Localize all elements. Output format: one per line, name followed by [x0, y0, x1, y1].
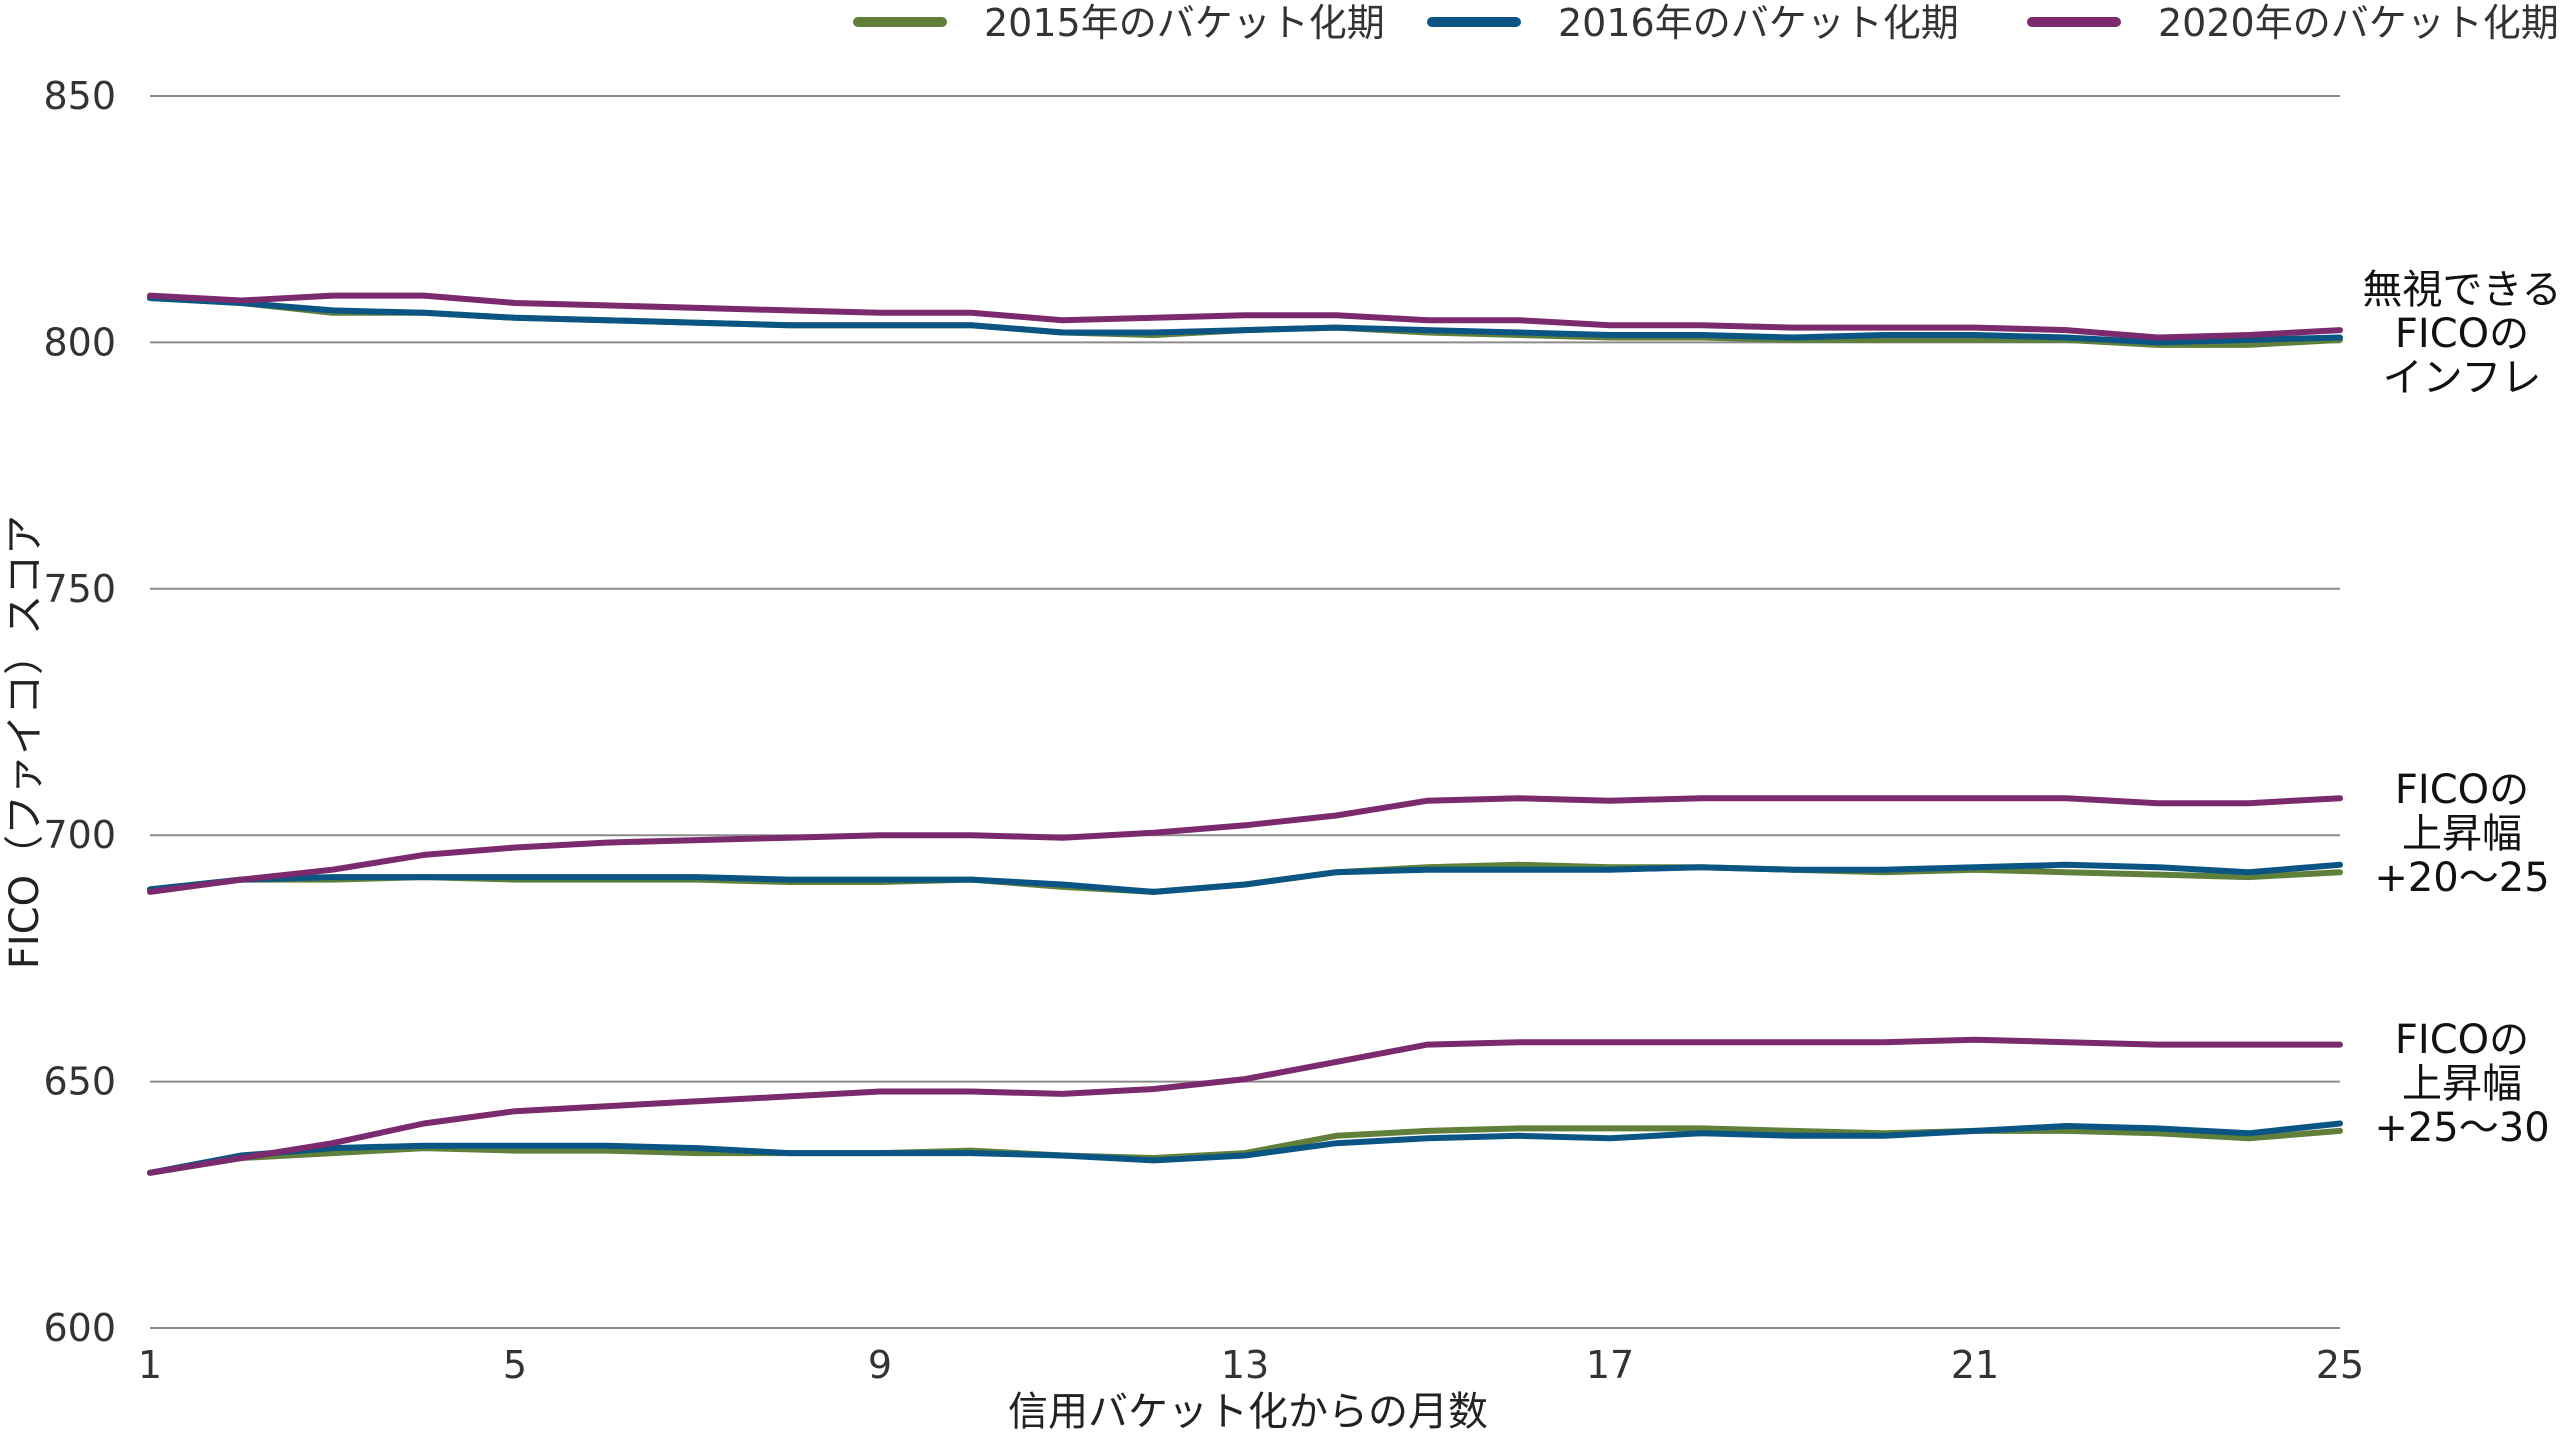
- y-axis-ticks: 600 650 700 750 800 850: [43, 74, 116, 1350]
- series-lines: [147, 292, 2343, 1176]
- annotation-line: 上昇幅: [2402, 1061, 2522, 1107]
- y-tick-label: 600: [43, 1306, 116, 1350]
- x-axis-ticks: 1 5 9 13 17 21 25: [138, 1343, 2364, 1387]
- y-tick-label: 850: [43, 74, 116, 118]
- series-line-2020-group-1: [147, 292, 2343, 341]
- y-axis-title: FICO（ファイコ）スコア: [2, 515, 48, 969]
- x-tick-label: 9: [868, 1343, 892, 1387]
- annotation-line: +20〜25: [2374, 855, 2549, 901]
- annotation-line: FICOの: [2395, 311, 2529, 357]
- annotation-line: 上昇幅: [2402, 811, 2522, 857]
- series-line-2016-group-1: [147, 295, 2343, 346]
- legend: 2015年のバケット化期 2016年のバケット化期 2020年のバケット化期: [853, 1, 2559, 45]
- x-tick-label: 25: [2316, 1343, 2364, 1387]
- series-line-2016-group-3: [147, 1120, 2343, 1176]
- series-line-2015-group-3: [147, 1125, 2343, 1176]
- x-tick-label: 5: [503, 1343, 527, 1387]
- y-tick-label: 650: [43, 1060, 116, 1104]
- annotation-line: +25〜30: [2374, 1105, 2549, 1151]
- annotations: 無視できるFICOのインフレFICOの上昇幅+20〜25FICOの上昇幅+25〜…: [2362, 267, 2560, 1151]
- legend-item-label: 2020年のバケット化期: [2158, 1, 2559, 45]
- legend-item-label: 2016年のバケット化期: [1558, 1, 1959, 45]
- series-line-2020-group-2: [147, 795, 2343, 895]
- x-tick-label: 17: [1586, 1343, 1634, 1387]
- annotation-line: FICOの: [2395, 1017, 2529, 1063]
- annotation-line: インフレ: [2383, 355, 2542, 401]
- x-tick-label: 13: [1221, 1343, 1269, 1387]
- y-tick-label: 700: [43, 813, 116, 857]
- x-tick-label: 21: [1951, 1343, 1999, 1387]
- annotation-line: FICOの: [2395, 767, 2529, 813]
- x-axis-title: 信用バケット化からの月数: [1008, 1389, 1488, 1435]
- x-tick-label: 1: [138, 1343, 162, 1387]
- legend-item-label: 2015年のバケット化期: [984, 1, 1385, 45]
- y-tick-label: 800: [43, 320, 116, 364]
- annotation-line: 無視できる: [2362, 267, 2560, 313]
- series-line-2016-group-2: [147, 861, 2343, 895]
- series-line-2020-group-3: [147, 1036, 2343, 1176]
- y-tick-label: 750: [43, 567, 116, 611]
